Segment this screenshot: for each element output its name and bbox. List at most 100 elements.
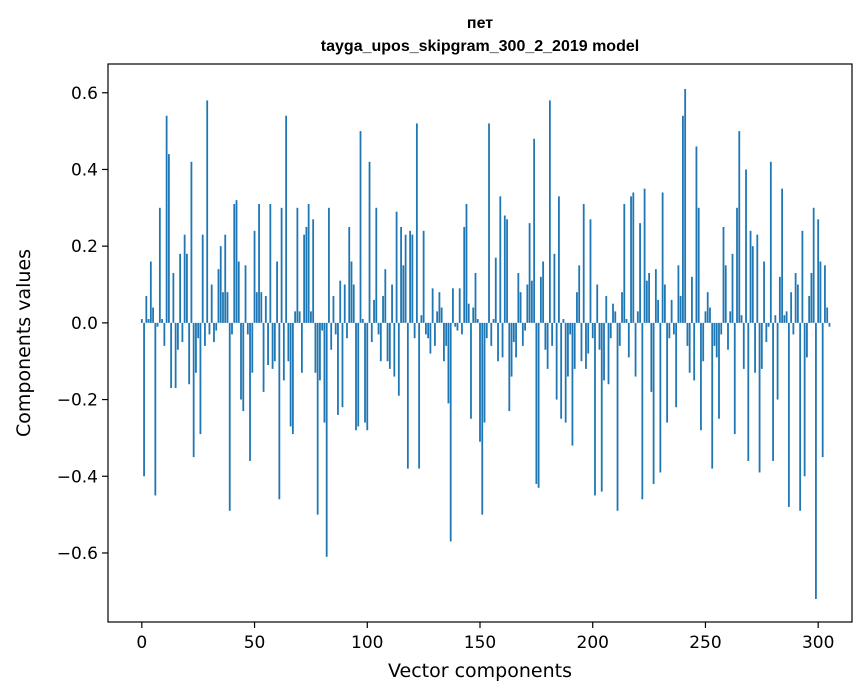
bar-86 <box>334 322 337 335</box>
bar-189 <box>567 322 569 377</box>
bar-195 <box>580 322 583 362</box>
bar-171 <box>526 284 529 323</box>
bar-289 <box>792 322 795 335</box>
bar-208 <box>609 322 612 339</box>
bar-277 <box>765 322 768 343</box>
bar-22 <box>190 161 193 323</box>
bar-38 <box>226 292 229 323</box>
bar-11 <box>165 115 168 323</box>
bar-90 <box>343 284 346 323</box>
bar-268 <box>745 169 747 323</box>
bar-96 <box>357 322 360 427</box>
bar-274 <box>758 322 761 473</box>
bar-103 <box>373 299 375 323</box>
bar-304 <box>826 307 829 323</box>
bar-180 <box>546 322 549 369</box>
bar-260 <box>727 322 729 350</box>
bar-301 <box>819 261 822 323</box>
bar-246 <box>695 146 698 323</box>
bar-156 <box>492 319 495 323</box>
bar-121 <box>413 322 416 339</box>
bar-276 <box>763 261 765 323</box>
bars-group <box>140 88 831 599</box>
bar-257 <box>720 322 723 335</box>
bar-166 <box>515 322 517 358</box>
x-tick-label: 250 <box>689 633 721 653</box>
bar-243 <box>688 322 691 373</box>
bar-85 <box>332 296 335 323</box>
bar-80 <box>321 322 324 331</box>
bar-149 <box>476 319 479 323</box>
bar-174 <box>533 138 536 323</box>
bar-159 <box>499 196 502 323</box>
bar-47 <box>246 322 249 335</box>
bar-244 <box>691 276 693 323</box>
bar-77 <box>314 322 317 373</box>
bar-248 <box>700 322 702 431</box>
bar-191 <box>571 322 574 446</box>
bar-33 <box>215 322 218 331</box>
bar-123 <box>418 322 421 469</box>
bar-93 <box>350 261 353 323</box>
bar-186 <box>560 322 563 419</box>
bar-99 <box>364 322 366 423</box>
bar-31 <box>210 284 213 323</box>
bar-92 <box>348 226 351 323</box>
bar-59 <box>273 322 276 362</box>
bar-229 <box>657 299 660 323</box>
bar-112 <box>393 322 396 377</box>
x-axis: 0 50 100 150 200 250 300 <box>136 622 834 653</box>
bar-1 <box>143 322 145 477</box>
bar-233 <box>666 322 669 423</box>
bar-26 <box>199 322 202 435</box>
bar-192 <box>573 322 576 369</box>
bar-266 <box>740 315 743 323</box>
bar-113 <box>395 211 398 323</box>
x-tick-label: 0 <box>136 633 147 653</box>
bar-284 <box>781 188 784 323</box>
bar-8 <box>158 207 161 323</box>
y-tick-label: 0.0 <box>71 314 98 334</box>
y-tick-label: 0.2 <box>71 237 98 257</box>
bar-288 <box>790 292 793 323</box>
bar-138 <box>452 288 454 323</box>
bar-17 <box>179 253 182 323</box>
bar-82 <box>325 322 328 557</box>
bar-124 <box>420 315 423 323</box>
bar-290 <box>794 273 797 323</box>
x-tick-label: 300 <box>802 633 834 653</box>
bar-203 <box>598 322 601 350</box>
bar-234 <box>668 322 671 339</box>
bar-270 <box>749 230 752 323</box>
bar-247 <box>697 207 700 323</box>
bar-158 <box>497 322 499 362</box>
bar-74 <box>307 203 310 323</box>
bar-218 <box>632 192 635 323</box>
bar-30 <box>208 322 211 335</box>
bar-282 <box>776 322 779 400</box>
bar-62 <box>280 207 283 323</box>
bar-60 <box>276 261 278 323</box>
y-tick-label: 0.6 <box>71 84 98 104</box>
y-tick-label: −0.4 <box>57 467 98 487</box>
bar-101 <box>368 161 371 323</box>
bar-57 <box>269 203 272 323</box>
bar-117 <box>404 234 407 323</box>
bar-132 <box>438 292 441 323</box>
bar-140 <box>456 322 459 331</box>
bar-214 <box>623 203 626 323</box>
bar-71 <box>300 322 303 373</box>
bar-144 <box>465 203 468 323</box>
bar-210 <box>614 311 617 323</box>
bar-236 <box>672 322 675 335</box>
bar-134 <box>443 322 445 362</box>
bar-20 <box>186 253 188 323</box>
bar-250 <box>704 311 707 323</box>
bar-129 <box>431 288 434 323</box>
bar-249 <box>702 322 705 362</box>
bar-118 <box>406 322 409 469</box>
bar-143 <box>463 226 466 323</box>
bar-241 <box>684 88 687 323</box>
bar-104 <box>375 207 378 323</box>
bar-25 <box>197 322 200 339</box>
